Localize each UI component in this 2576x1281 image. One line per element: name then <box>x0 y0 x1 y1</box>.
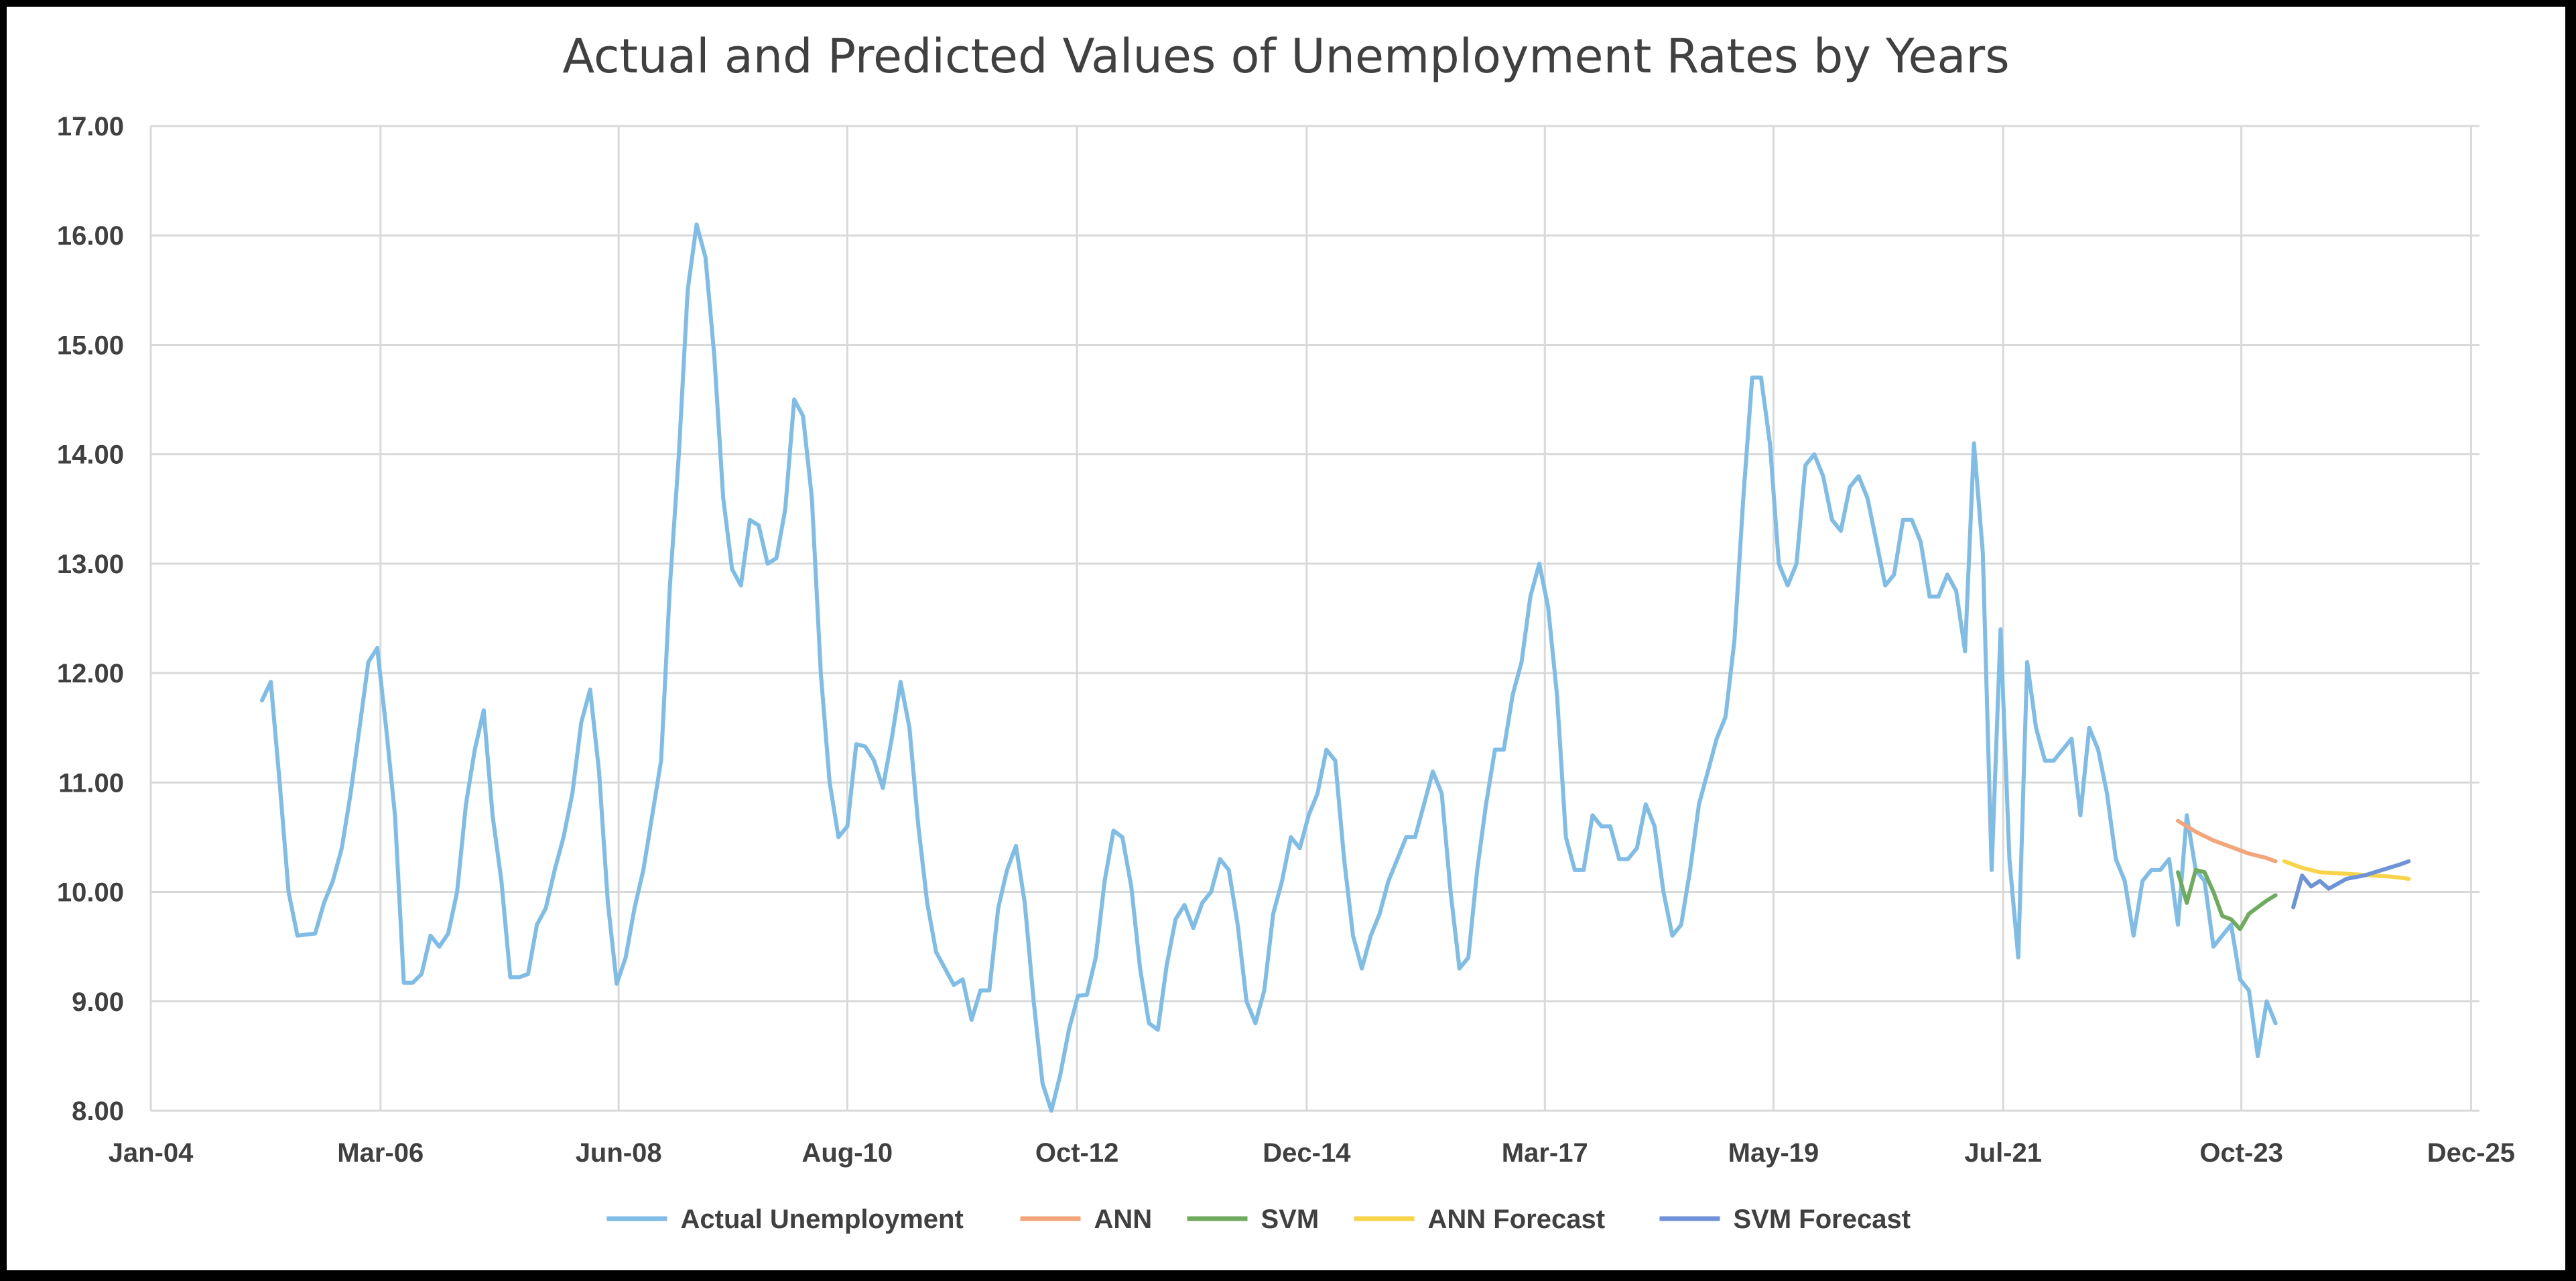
x-tick-label: May-19 <box>1728 1138 1819 1168</box>
x-tick-label: Mar-17 <box>1502 1138 1588 1168</box>
legend-label-ann: ANN <box>1094 1205 1153 1234</box>
legend-label-ann-forecast: ANN Forecast <box>1428 1205 1606 1234</box>
series-line-svm-forecast <box>2291 859 2411 910</box>
x-tick-label: Jul-21 <box>1964 1138 2042 1168</box>
x-axis-ticks: Jan-04 Mar-06 Jun-08 Aug-10 Oct-12 Dec-14 Mar-… <box>109 1138 2515 1168</box>
series-group <box>259 222 2411 1113</box>
y-tick-label: 9.00 <box>72 987 124 1017</box>
y-tick-label: 14.00 <box>57 440 124 470</box>
y-tick-label: 13.00 <box>57 550 124 579</box>
y-tick-label: 10.00 <box>57 878 124 908</box>
y-tick-label: 12.00 <box>57 659 124 688</box>
chart-title: Actual and Predicted Values of Unemploym… <box>562 29 2009 84</box>
legend-label-actual-unemployment: Actual Unemployment <box>681 1205 964 1234</box>
gridlines <box>149 125 2480 1112</box>
legend-label-svm-forecast: SVM Forecast <box>1734 1205 1911 1234</box>
y-tick-label: 16.00 <box>57 221 124 251</box>
y-tick-label: 8.00 <box>72 1097 124 1126</box>
series-line-actual-unemployment <box>259 222 2278 1113</box>
series-line-ann-forecast <box>2282 859 2411 881</box>
x-tick-label: Dec-14 <box>1263 1138 1351 1168</box>
y-tick-label: 11.00 <box>58 768 124 798</box>
x-tick-label: Aug-10 <box>802 1138 893 1168</box>
y-tick-label: 15.00 <box>57 330 124 360</box>
x-tick-label: Dec-25 <box>2427 1138 2515 1168</box>
line-chart: Actual and Predicted Values of Unemploym… <box>57 29 2515 1234</box>
series-line-svm <box>2176 867 2278 932</box>
x-tick-label: Oct-23 <box>2199 1138 2283 1168</box>
x-tick-label: Oct-12 <box>1035 1138 1119 1168</box>
series-line-ann <box>2176 818 2278 863</box>
x-tick-label: Jun-08 <box>576 1138 662 1168</box>
y-axis-ticks: 8.00 9.00 10.00 11.00 12.00 13.00 14.00 15.00 16… <box>57 112 124 1126</box>
x-tick-label: Mar-06 <box>337 1138 424 1168</box>
legend-label-svm: SVM <box>1261 1205 1319 1234</box>
y-tick-label: 17.00 <box>57 112 124 141</box>
legend: Actual Unemployment ANN SVM ANN Forecast SVM… <box>606 1205 1911 1234</box>
x-tick-label: Jan-04 <box>109 1138 194 1168</box>
chart-frame: Actual and Predicted Values of Unemploym… <box>7 7 2565 1270</box>
